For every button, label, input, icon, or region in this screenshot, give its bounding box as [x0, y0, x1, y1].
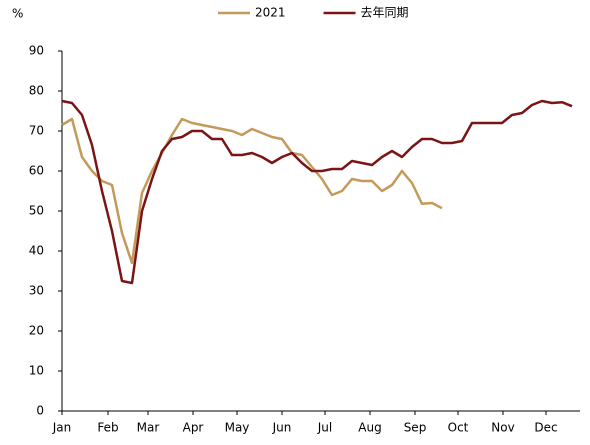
legend-label: 去年同期 — [361, 6, 409, 20]
y-axis-label: % — [12, 7, 23, 21]
x-tick-label: Jul — [317, 421, 332, 435]
y-tick-label: 20 — [29, 324, 44, 338]
y-tick-label: 10 — [29, 364, 44, 378]
y-tick-label: 40 — [29, 244, 44, 258]
y-tick-label: 80 — [29, 84, 44, 98]
x-tick-label: Apr — [183, 421, 204, 435]
x-tick-label: Sep — [404, 421, 427, 435]
x-tick-label: May — [225, 421, 250, 435]
x-tick-label: Nov — [491, 421, 514, 435]
x-tick-label: Feb — [97, 421, 118, 435]
y-tick-label: 90 — [29, 44, 44, 58]
x-tick-label: Oct — [448, 421, 469, 435]
x-tick-label: Jun — [272, 421, 292, 435]
y-tick-label: 30 — [29, 284, 44, 298]
line-series — [61, 99, 573, 285]
x-tick-label: Jan — [52, 421, 72, 435]
y-tick-label: 50 — [29, 204, 44, 218]
x-tick-label: Dec — [534, 421, 557, 435]
x-tick-label: Aug — [358, 421, 381, 435]
y-tick-label: 60 — [29, 164, 44, 178]
y-tick-label: 0 — [36, 404, 44, 418]
line-series — [61, 117, 443, 265]
y-tick-label: 70 — [29, 124, 44, 138]
x-tick-label: Mar — [137, 421, 160, 435]
legend-label: 2021 — [255, 6, 286, 20]
